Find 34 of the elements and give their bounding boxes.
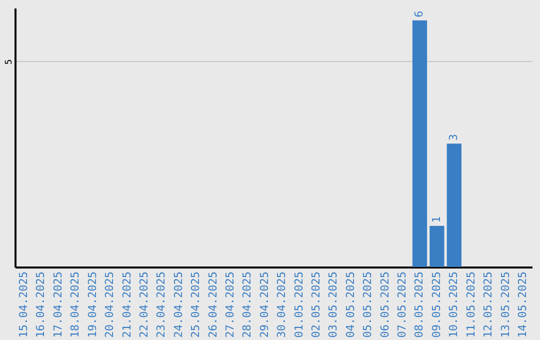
x-tick-label: 06.05.2025 [378, 272, 392, 338]
x-tick-label: 25.04.2025 [189, 272, 202, 338]
x-tick-label: 19.04.2025 [86, 272, 99, 338]
x-tick-label: 27.04.2025 [223, 272, 236, 338]
x-tick-label: 08.05.2025 [412, 272, 426, 338]
data-label: 1 [430, 216, 443, 223]
x-tick-label: 18.04.2025 [68, 272, 82, 338]
x-tick-label: 20.04.2025 [103, 272, 116, 338]
x-tick-label: 22.04.2025 [137, 272, 150, 338]
data-label: 6 [412, 10, 426, 18]
x-tick-label: 12.05.2025 [482, 272, 495, 338]
x-tick-label: 24.04.2025 [172, 272, 185, 338]
x-tick-label: 21.04.2025 [120, 272, 134, 338]
x-tick-label: 03.05.2025 [326, 272, 340, 338]
x-tick-label: 17.04.2025 [51, 272, 64, 338]
x-tick-label: 28.04.2025 [240, 272, 254, 338]
x-tick-label: 05.05.2025 [361, 272, 374, 338]
x-tick-label: 14.05.2025 [516, 272, 529, 338]
data-label: 3 [447, 134, 460, 141]
x-tick-label: 13.05.2025 [498, 272, 512, 338]
x-tick-label: 23.04.2025 [154, 272, 168, 338]
y-tick-label: 5 [4, 59, 14, 65]
x-tick-label: 04.05.2025 [344, 272, 357, 338]
x-tick-label: 26.04.2025 [206, 272, 220, 338]
x-tick-label: 15.04.2025 [17, 272, 30, 338]
x-tick-label: 16.04.2025 [34, 272, 48, 338]
x-tick-label: 29.04.2025 [258, 272, 271, 338]
x-tick-label: 02.05.2025 [310, 272, 323, 338]
x-tick-label: 10.05.2025 [447, 272, 460, 338]
x-tick-label: 07.05.2025 [396, 272, 409, 338]
x-tick-label: 30.04.2025 [275, 272, 288, 338]
x-tick-label: 11.05.2025 [464, 272, 478, 338]
x-tick-label: 01.05.2025 [292, 272, 306, 338]
x-tick-label: 09.05.2025 [430, 272, 443, 338]
